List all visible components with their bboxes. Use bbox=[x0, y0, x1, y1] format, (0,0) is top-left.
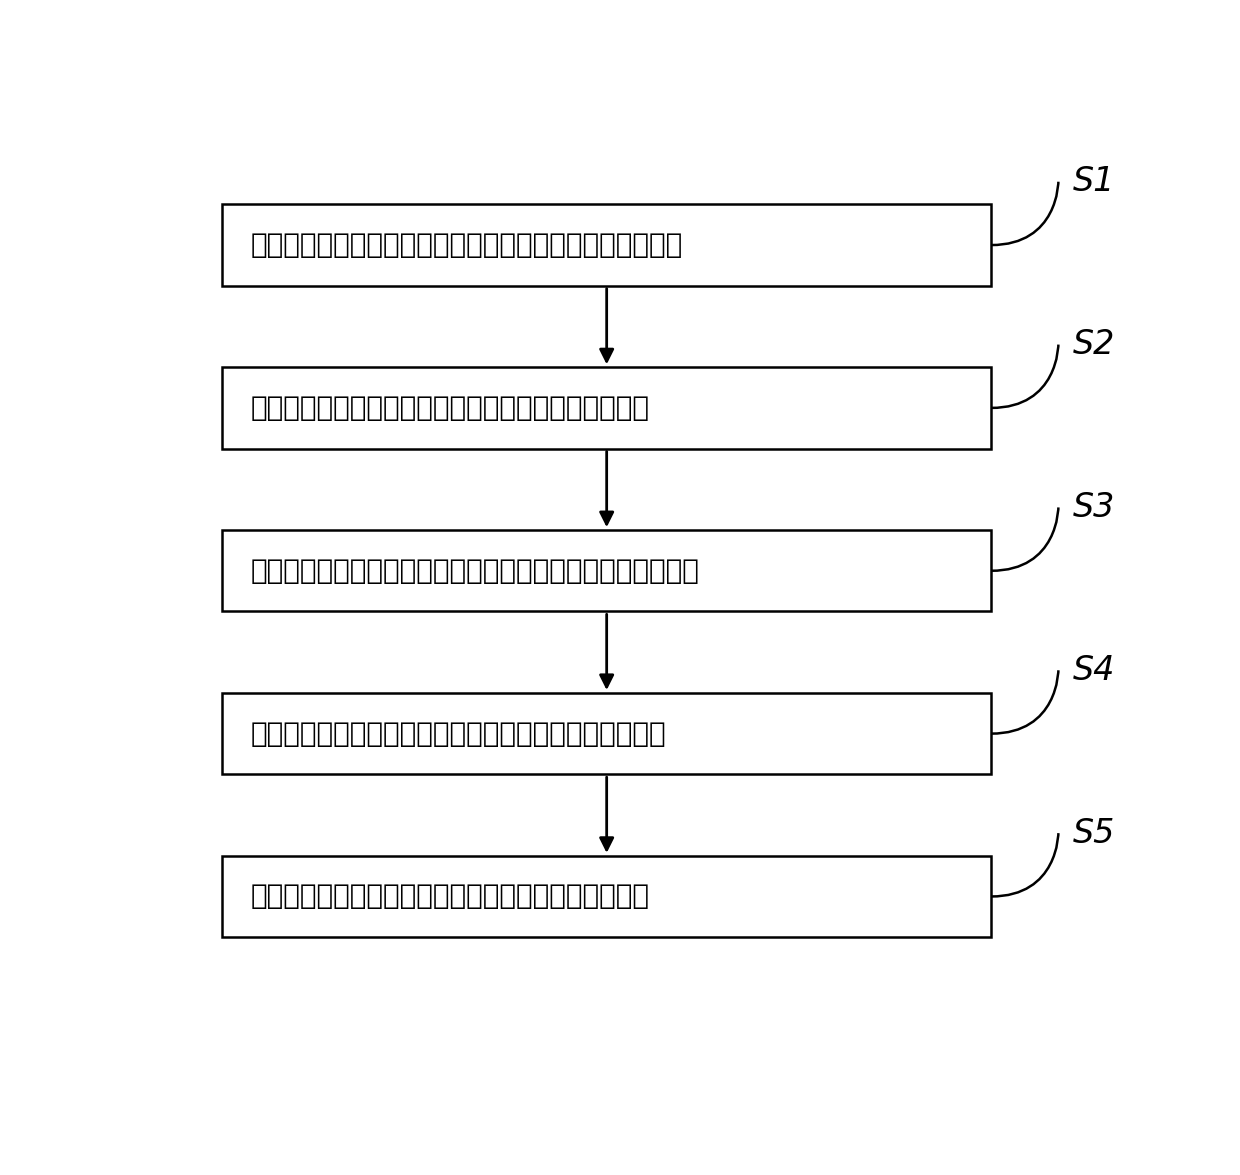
Text: S3: S3 bbox=[1073, 491, 1115, 524]
Text: S4: S4 bbox=[1073, 653, 1115, 686]
Bar bbox=[222, 530, 991, 611]
Text: 基于梯度增强决策树的原理，建立打浆度软测量模型；: 基于梯度增强决策树的原理，建立打浆度软测量模型； bbox=[250, 394, 650, 422]
Bar bbox=[222, 367, 991, 449]
Text: 采集原始浆料的相关数据和磨浆工艺数据，并做数据处理；: 采集原始浆料的相关数据和磨浆工艺数据，并做数据处理； bbox=[250, 231, 683, 258]
Bar bbox=[222, 693, 991, 774]
Text: S2: S2 bbox=[1073, 328, 1115, 361]
Text: S1: S1 bbox=[1073, 166, 1115, 199]
Bar bbox=[222, 204, 991, 286]
Text: 根据训练数据集，采用交叉验证法，训练打浆度软测量模型；: 根据训练数据集，采用交叉验证法，训练打浆度软测量模型； bbox=[250, 557, 699, 585]
Text: S5: S5 bbox=[1073, 817, 1115, 850]
Text: 利用前述训练及调整完成的模型，进行打浆度软测量。: 利用前述训练及调整完成的模型，进行打浆度软测量。 bbox=[250, 882, 650, 911]
Text: 根据训练数据对所述打浆度软测量模型的参数进行调整；: 根据训练数据对所述打浆度软测量模型的参数进行调整； bbox=[250, 719, 667, 747]
Bar bbox=[222, 855, 991, 938]
